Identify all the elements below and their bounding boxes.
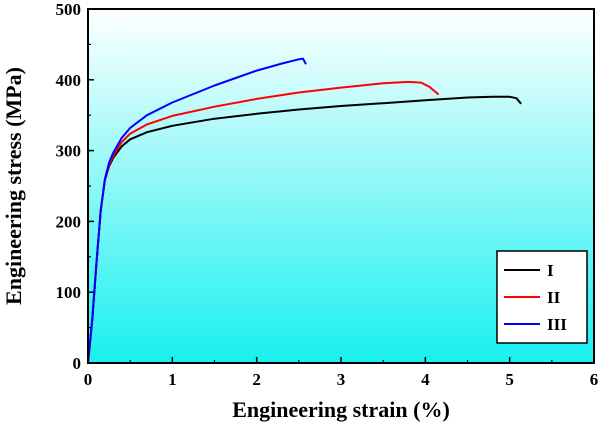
y-tick-label: 200 bbox=[56, 212, 82, 231]
x-tick-label: 4 bbox=[421, 370, 430, 389]
x-axis-title: Engineering strain (%) bbox=[232, 397, 450, 422]
legend-label-III: III bbox=[547, 315, 567, 334]
x-tick-label: 5 bbox=[505, 370, 514, 389]
legend-label-II: II bbox=[547, 288, 561, 307]
x-tick-label: 3 bbox=[337, 370, 346, 389]
x-tick-label: 1 bbox=[168, 370, 177, 389]
y-axis-title: Engineering stress (MPa) bbox=[1, 67, 26, 305]
x-tick-label: 0 bbox=[84, 370, 93, 389]
ticks-layer: 0 1 2 3 4 5 6 0 100 200 300 400 500 bbox=[56, 0, 599, 389]
series-line-III bbox=[87, 57, 307, 364]
x-tick-label: 2 bbox=[252, 370, 261, 389]
y-tick-label: 400 bbox=[56, 71, 82, 90]
y-tick-label: 0 bbox=[73, 354, 82, 373]
series-layer bbox=[87, 57, 522, 364]
y-tick-label: 300 bbox=[56, 142, 82, 161]
legend-label-I: I bbox=[547, 261, 554, 280]
y-tick-label: 100 bbox=[56, 283, 82, 302]
x-tick-label: 6 bbox=[590, 370, 599, 389]
y-tick-label: 500 bbox=[56, 0, 82, 19]
